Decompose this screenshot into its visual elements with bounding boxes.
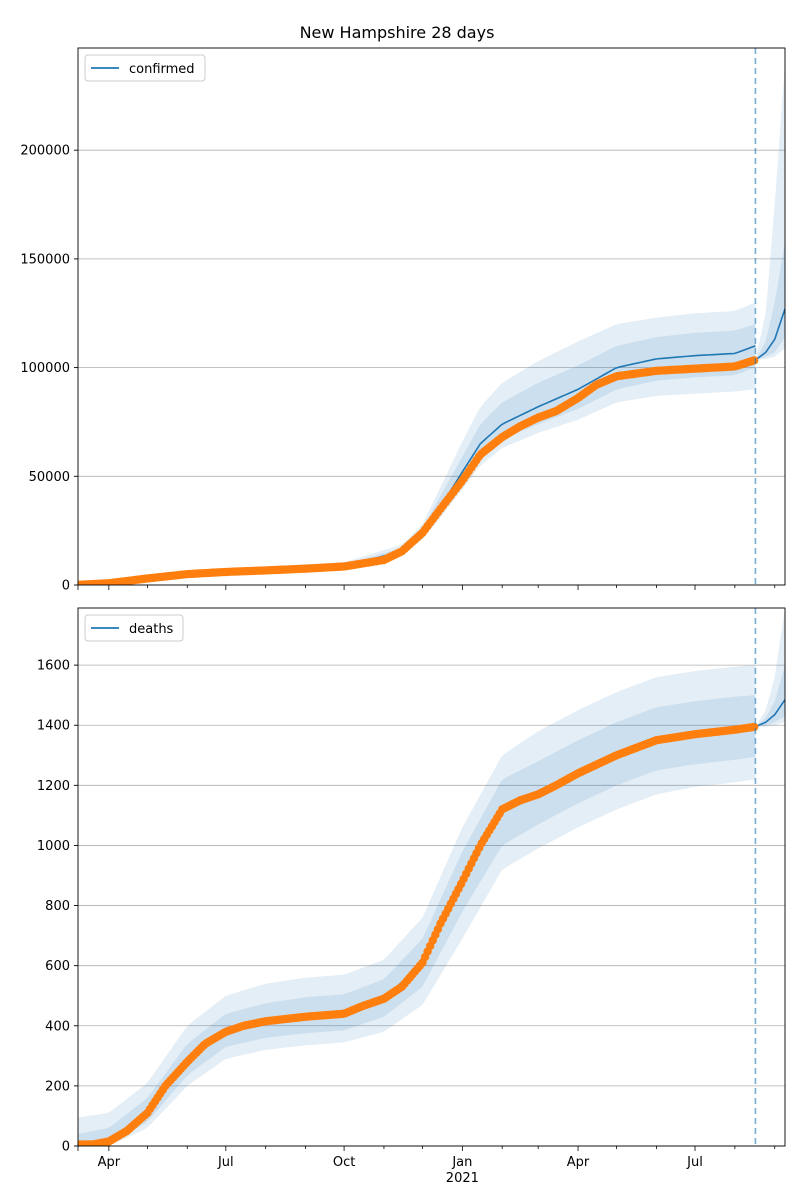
deaths-xtick-label: Oct: [333, 1155, 355, 1170]
deaths-forecast-band-1: [755, 608, 785, 727]
deaths-xtick-year-label: 2021: [446, 1171, 479, 1186]
deaths-observed-points: [78, 722, 759, 1146]
deaths-ytick-label: 1200: [37, 779, 70, 794]
confirmed-forecast-line: [754, 308, 785, 361]
deaths-legend-box: [84, 614, 184, 642]
confirmed-panel: 0 50000 100000 150000 200000 confirmed: [20, 47, 786, 594]
confirmed-ytick-label: 100000: [20, 361, 70, 376]
deaths-ytick-label: 200: [45, 1079, 70, 1094]
deaths-ytick-label: 1000: [37, 839, 70, 854]
confirmed-observed-points: [78, 356, 759, 585]
confirmed-axes-frame: [77, 47, 786, 586]
confirmed-ytick-label: 0: [62, 579, 70, 594]
deaths-plot-area: [78, 608, 785, 1146]
confirmed-observed-point: [749, 356, 759, 365]
confirmed-legend-label: confirmed: [129, 62, 195, 77]
deaths-observed-point: [749, 722, 759, 732]
deaths-panel: 0 200 400 600 800 1000 1200 1400 1600 Apr Jul Oct Ja…: [37, 607, 786, 1186]
deaths-xtick-label: Apr: [567, 1155, 590, 1170]
deaths-ytick-label: 800: [45, 899, 70, 914]
deaths-xtick-label: Apr: [98, 1155, 121, 1170]
deaths-ytick-label: 1600: [37, 659, 70, 674]
confirmed-ytick-label: 150000: [20, 252, 70, 267]
deaths-axes-frame: [77, 607, 786, 1147]
figure-title: New Hampshire 28 days: [300, 23, 495, 42]
deaths-ytick-label: 0: [62, 1140, 70, 1155]
confirmed-model-band-1: [78, 302, 756, 585]
deaths-ytick-label: 600: [45, 959, 70, 974]
deaths-xtick-label: Jul: [686, 1155, 703, 1170]
deaths-forecast-line: [755, 699, 785, 728]
confirmed-legend-box: [84, 54, 206, 82]
deaths-xtick-label: Jan: [451, 1155, 472, 1170]
confirmed-plot-area: [78, 63, 785, 585]
deaths-xtick-label: Jul: [217, 1155, 234, 1170]
confirmed-legend: confirmed: [84, 54, 206, 82]
deaths-ytick-label: 400: [45, 1019, 70, 1034]
confirmed-ytick-label: 50000: [29, 470, 70, 485]
confirmed-ytick-label: 200000: [20, 144, 70, 159]
deaths-legend: deaths: [84, 614, 184, 642]
deaths-legend-label: deaths: [129, 622, 174, 637]
confirmed-model-band-2: [78, 324, 756, 585]
deaths-model-band-2: [78, 695, 756, 1146]
confirmed-forecast-band-1: [755, 63, 785, 360]
deaths-ytick-label: 1400: [37, 719, 70, 734]
